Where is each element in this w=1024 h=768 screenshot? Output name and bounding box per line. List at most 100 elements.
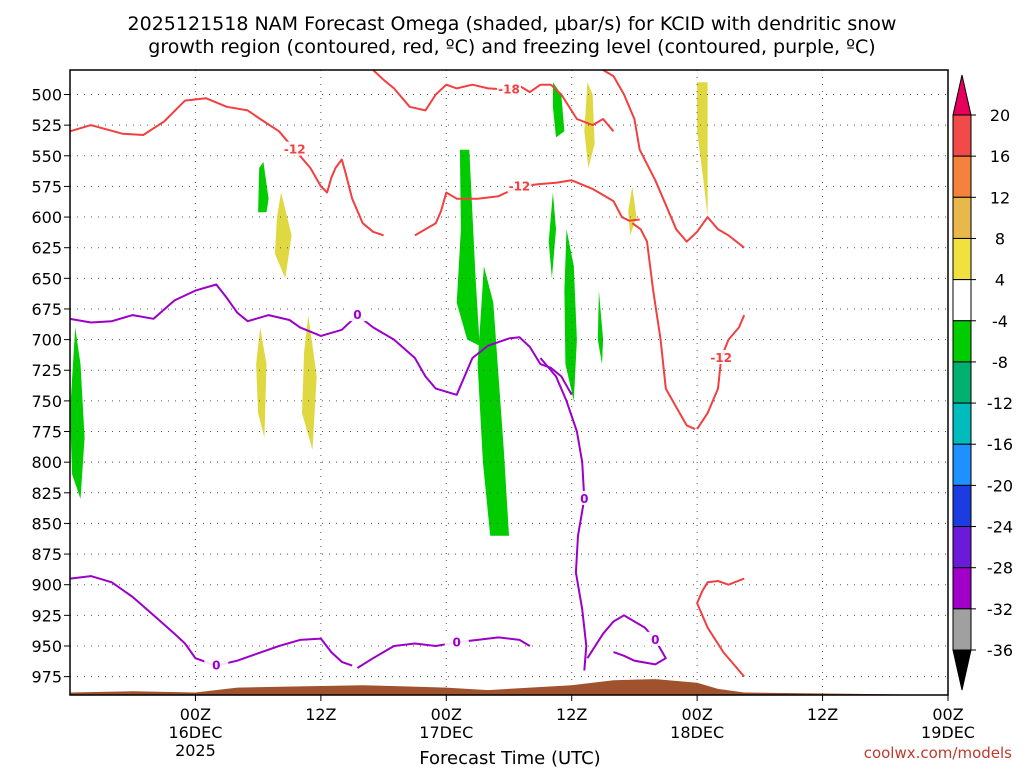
dgz-label-bg-1 [497, 81, 521, 96]
colorbar-label-13: -36 [987, 641, 1013, 660]
colorbar-segment-3 [952, 237, 972, 281]
colorbar-label-5: -4 [992, 312, 1008, 331]
omega-shade-8 [564, 229, 577, 401]
colorbar-segment-8 [952, 443, 972, 486]
colorbar-segment-6 [952, 361, 972, 404]
ground-terrain [70, 679, 948, 695]
y-tick-label-5: 625 [31, 239, 62, 258]
colorbar-segment-0 [952, 114, 972, 157]
x-tick-label-4-0: 00Z [681, 705, 712, 724]
y-tick-label-6: 650 [31, 269, 62, 288]
plot-frame [69, 69, 949, 696]
colorbar-label-7: -12 [987, 394, 1013, 413]
colorbar-label-3: 8 [995, 229, 1005, 248]
plot-area: -12 -18 -12 -12 0 0 0 0 0 [69, 69, 949, 696]
colorbar-label-12: -32 [987, 600, 1013, 619]
freezing-contour-label-0: 0 [353, 308, 361, 322]
y-tick-label-9: 725 [31, 361, 62, 380]
omega-shade-9 [597, 290, 604, 365]
colorbar-segment-2 [952, 196, 972, 239]
colorbar-label-10: -24 [987, 518, 1013, 537]
omega-shade-0 [70, 327, 85, 499]
omega-shade-12 [697, 82, 708, 218]
colorbar-label-6: -8 [992, 353, 1008, 372]
dgz-contour-label-2: -12 [509, 179, 531, 193]
x-tick-label-3-0: 12Z [556, 705, 587, 724]
colorbar-label-4: 4 [995, 271, 1005, 290]
colorbar-segment-11 [952, 567, 972, 610]
x-tick-label-2-1: 17DEC [419, 723, 473, 742]
x-tick-label-6-0: 00Z [932, 705, 963, 724]
y-tick-label-18: 950 [31, 637, 62, 656]
omega-shade-11 [628, 186, 637, 236]
y-tick-label-3: 575 [31, 177, 62, 196]
y-tick-label-10: 750 [31, 392, 62, 411]
colorbar-segment-12 [952, 608, 972, 651]
y-tick-label-17: 925 [31, 606, 62, 625]
x-tick-label-2-0: 00Z [431, 705, 462, 724]
dgz-contour-7 [696, 590, 745, 678]
y-tick-label-13: 825 [31, 484, 62, 503]
y-tick-label-2: 550 [31, 147, 62, 166]
dgz-label-bg-2 [507, 178, 532, 193]
omega-shade-7 [552, 82, 565, 138]
pressure-axis: 500 525 550 575 600 625 650 675 700 725 750 775 800 8… [31, 86, 70, 687]
colorbar-label-2: 12 [990, 188, 1010, 207]
freezing-contour-0 [70, 283, 573, 396]
x-tick-label-5-0: 12Z [807, 705, 838, 724]
y-tick-label-1: 525 [31, 116, 62, 135]
dgz-contour-label-5: -12 [710, 351, 732, 365]
colorbar-label-11: -28 [987, 559, 1013, 578]
y-tick-label-11: 775 [31, 423, 62, 442]
credit-text: coolwx.com/models [864, 744, 1012, 762]
y-tick-label-4: 600 [31, 208, 62, 227]
dgz-contour-3 [602, 70, 745, 249]
colorbar-segment-10 [952, 526, 972, 569]
freezing-contour-label-2: 0 [212, 659, 220, 673]
omega-shade-10 [584, 82, 595, 168]
plot-content: -12 -18 -12 -12 0 0 0 0 0 [70, 70, 948, 695]
chart-title-line-2: growth region (contoured, red, ºC) and f… [148, 36, 875, 58]
colorbar-label-9: -20 [987, 476, 1013, 495]
colorbar-label-0: 20 [990, 106, 1010, 125]
chart-title-line-1: 2025121518 NAM Forecast Omega (shaded, μ… [128, 13, 897, 35]
dgz-contour-4 [631, 222, 696, 431]
x-tick-label-1-0: 12Z [305, 705, 336, 724]
colorbar-bottom-triangle [952, 649, 972, 691]
omega-shade-4 [302, 315, 317, 450]
dgz-contour-6 [701, 577, 745, 592]
colorbar-segment-7 [952, 402, 972, 445]
y-tick-label-19: 975 [31, 668, 62, 687]
omega-shade-2 [274, 192, 292, 279]
omega-shade-3 [256, 327, 267, 438]
omega-shade-1 [258, 161, 269, 213]
y-tick-label-16: 900 [31, 576, 62, 595]
freezing-contour-label-1: 0 [580, 492, 588, 506]
x-axis-label: Forecast Time (UTC) [419, 748, 600, 768]
y-tick-label-14: 850 [31, 514, 62, 533]
freezing-contour-label-4: 0 [651, 633, 659, 647]
colorbar-segment-5 [952, 320, 972, 363]
omega-shade-6 [477, 266, 509, 536]
x-tick-label-0-0: 00Z [180, 705, 211, 724]
freezing-label-bg-2 [204, 657, 229, 672]
colorbar-label-8: -16 [987, 435, 1013, 454]
x-tick-label-4-1: 18DEC [670, 723, 724, 742]
colorbar-label-1: 16 [990, 147, 1010, 166]
colorbar-segment-1 [952, 155, 972, 198]
dgz-contour-label-0: -12 [284, 143, 306, 157]
omega-shade-13 [548, 192, 556, 279]
y-tick-label-8: 700 [31, 331, 62, 350]
colorbar: 20 16 12 8 4 -4 -8 -12 -16 -20 -24 -28 -32 -36 [952, 74, 1013, 691]
y-tick-label-7: 675 [31, 300, 62, 319]
dgz-label-bg-5 [709, 349, 734, 364]
freezing-label-bg-1 [572, 490, 597, 505]
colorbar-segment-9 [952, 484, 972, 528]
x-tick-label-6-1: 19DEC [921, 723, 975, 742]
freezing-label-bg-4 [643, 631, 668, 646]
y-tick-label-15: 875 [31, 545, 62, 564]
freezing-label-bg-3 [444, 634, 469, 649]
